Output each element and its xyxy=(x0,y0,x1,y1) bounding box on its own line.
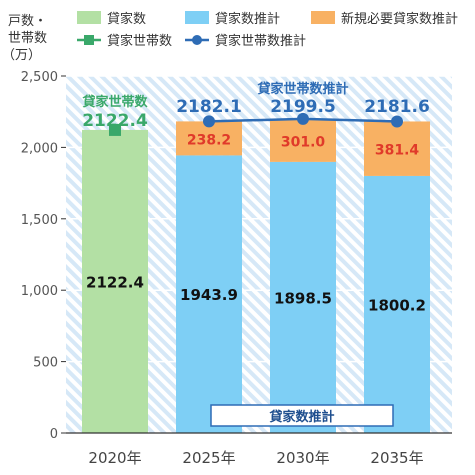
x-tick-label: 2020年 xyxy=(88,449,141,467)
legend-label: 貸家数 xyxy=(107,11,146,27)
legend-swatch xyxy=(311,11,335,24)
legend-label: 新規必要貸家数推計 xyxy=(341,11,458,27)
y-axis-title-line-2: 世帯数 xyxy=(8,31,47,46)
legend-label: 貸家世帯数 xyxy=(107,33,172,49)
bar-rental-homes xyxy=(82,129,148,434)
estimate-value-label: 2199.5 xyxy=(270,97,336,117)
legend-marker xyxy=(84,35,94,45)
orange-value-label: 381.4 xyxy=(375,143,420,159)
bars: 2122.4 1943.9 238.2 1898.5 301.0 1800.2 381.4 xyxy=(82,118,430,434)
x-tick-label: 2025年 xyxy=(182,449,235,467)
bar-new-required-estimate xyxy=(364,121,430,176)
y-tick-label: 2,000 xyxy=(21,141,58,156)
y-axis-title-line-1: 戸数・ xyxy=(8,14,47,29)
bar-rental-homes-estimate xyxy=(176,155,242,434)
legend-label: 貸家世帯数推計 xyxy=(215,33,306,49)
y-tick-label: 500 xyxy=(33,356,58,371)
estimate-box-label: 貸家数推計 xyxy=(269,409,334,425)
estimate-value-label: 2181.6 xyxy=(364,97,430,117)
legend-label: 貸家数推計 xyxy=(215,11,280,27)
y-axis-title-line-3: （万） xyxy=(2,48,41,63)
bar-new-required-estimate xyxy=(270,118,336,162)
bar-rental-homes-estimate xyxy=(270,161,336,433)
rental-household-estimate-point xyxy=(297,112,309,125)
rental-household-estimate-point xyxy=(391,115,403,128)
legend-swatch xyxy=(77,11,101,24)
orange-value-label: 238.2 xyxy=(187,132,231,148)
household-lines: 2122.4 2182.1 2199.5 2181.6 xyxy=(82,97,430,136)
bar-rental-homes-estimate xyxy=(364,175,430,433)
bar-value-label: 1898.5 xyxy=(274,289,332,307)
x-tick-label: 2030年 xyxy=(276,449,329,467)
bar-value-label: 2122.4 xyxy=(86,273,144,291)
line-label: 貸家世帯数推計 xyxy=(257,81,348,97)
bar-value-label: 1800.2 xyxy=(368,296,426,314)
estimate-value-label: 2182.1 xyxy=(176,97,242,117)
y-tick-label: 1,500 xyxy=(21,213,58,228)
rental-household-estimate-point xyxy=(203,115,215,128)
x-tick-label: 2035年 xyxy=(370,449,423,467)
legend-marker xyxy=(192,35,202,45)
y-tick-label: 1,000 xyxy=(21,284,58,299)
legend-swatch xyxy=(185,11,209,24)
bar-value-label: 1943.9 xyxy=(180,286,238,304)
y-axis-ticks: 0 500 1,000 1,500 2,000 2,500 xyxy=(21,70,66,442)
y-tick-label: 2,500 xyxy=(21,70,58,85)
rental-household-label: 2122.4 xyxy=(82,111,148,131)
y-tick-label: 0 xyxy=(50,427,58,442)
x-axis-labels: 2020年 2025年 2030年 2035年 xyxy=(88,449,423,467)
rental-household-marker xyxy=(109,123,121,136)
orange-value-label: 301.0 xyxy=(281,134,326,150)
green-point-label: 貸家世帯数 xyxy=(82,94,148,110)
estimate-box xyxy=(210,404,394,427)
